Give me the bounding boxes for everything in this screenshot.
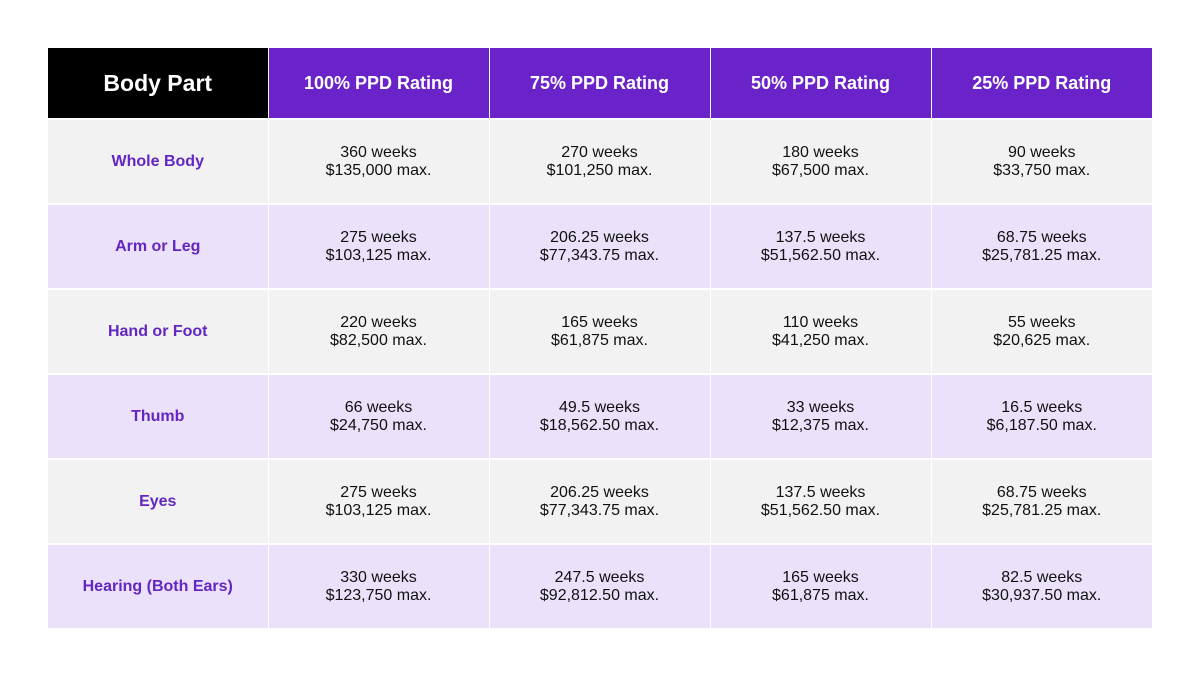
max-amount-value: $25,781.25 max. (982, 246, 1102, 264)
table-row: Eyes 275 weeks $103,125 max. 206.25 weeks $7… (48, 459, 1152, 545)
rating-cell: 247.5 weeks $92,812.50 max. (489, 544, 711, 630)
weeks-value: 110 weeks (782, 313, 859, 331)
rating-cell: 270 weeks $101,250 max. (489, 119, 711, 205)
rating-cell: 90 weeks $33,750 max. (931, 119, 1152, 205)
max-amount-value: $101,250 max. (546, 161, 653, 179)
weeks-value: 360 weeks (340, 143, 417, 161)
weeks-value: 137.5 weeks (775, 483, 866, 501)
weeks-value: 220 weeks (340, 313, 417, 331)
rating-cell: 206.25 weeks $77,343.75 max. (489, 459, 711, 545)
header-row: Body Part 100% PPD Rating 75% PPD Rating… (48, 48, 1152, 120)
table-row: Thumb 66 weeks $24,750 max. 49.5 weeks $18,5… (48, 374, 1152, 460)
max-amount-value: $24,750 max. (330, 416, 427, 434)
weeks-value: 275 weeks (340, 228, 417, 246)
max-amount-value: $103,125 max. (325, 501, 432, 519)
max-amount-value: $12,375 max. (772, 416, 869, 434)
weeks-value: 82.5 weeks (1001, 568, 1083, 586)
weeks-value: 68.75 weeks (996, 228, 1087, 246)
weeks-value: 206.25 weeks (550, 483, 649, 501)
rating-cell: 82.5 weeks $30,937.50 max. (931, 544, 1152, 630)
weeks-value: 165 weeks (561, 313, 638, 331)
rating-cell: 137.5 weeks $51,562.50 max. (710, 459, 932, 545)
body-part-label: Arm or Leg (48, 204, 269, 290)
ppd-rating-table-container: Body Part 100% PPD Rating 75% PPD Rating… (48, 48, 1152, 630)
rating-cell: 110 weeks $41,250 max. (710, 289, 932, 375)
weeks-value: 33 weeks (786, 398, 855, 416)
body-part-label: Whole Body (48, 119, 269, 205)
rating-cell: 68.75 weeks $25,781.25 max. (931, 204, 1152, 290)
weeks-value: 90 weeks (1007, 143, 1076, 161)
rating-cell: 68.75 weeks $25,781.25 max. (931, 459, 1152, 545)
weeks-value: 247.5 weeks (554, 568, 645, 586)
rating-cell: 137.5 weeks $51,562.50 max. (710, 204, 932, 290)
header-25-ppd: 25% PPD Rating (931, 48, 1152, 120)
max-amount-value: $41,250 max. (772, 331, 869, 349)
header-50-ppd: 50% PPD Rating (710, 48, 932, 120)
max-amount-value: $77,343.75 max. (539, 501, 660, 519)
table-header: Body Part 100% PPD Rating 75% PPD Rating… (48, 48, 1152, 120)
ppd-rating-table: Body Part 100% PPD Rating 75% PPD Rating… (48, 48, 1152, 630)
max-amount-value: $61,875 max. (772, 586, 869, 604)
max-amount-value: $30,937.50 max. (982, 586, 1102, 604)
body-part-label: Thumb (48, 374, 269, 460)
header-100-ppd: 100% PPD Rating (268, 48, 490, 120)
rating-cell: 33 weeks $12,375 max. (710, 374, 932, 460)
rating-cell: 275 weeks $103,125 max. (268, 204, 490, 290)
rating-cell: 180 weeks $67,500 max. (710, 119, 932, 205)
rating-cell: 66 weeks $24,750 max. (268, 374, 490, 460)
max-amount-value: $33,750 max. (993, 161, 1091, 179)
rating-cell: 330 weeks $123,750 max. (268, 544, 490, 630)
body-part-label: Eyes (48, 459, 269, 545)
weeks-value: 206.25 weeks (550, 228, 649, 246)
rating-cell: 360 weeks $135,000 max. (268, 119, 490, 205)
header-body-part: Body Part (48, 48, 269, 120)
table-row: Arm or Leg 275 weeks $103,125 max. 206.25 w… (48, 204, 1152, 290)
weeks-value: 49.5 weeks (559, 398, 640, 416)
max-amount-value: $123,750 max. (325, 586, 432, 604)
rating-cell: 206.25 weeks $77,343.75 max. (489, 204, 711, 290)
max-amount-value: $82,500 max. (330, 331, 427, 349)
table-row: Whole Body 360 weeks $135,000 max. 270 week… (48, 119, 1152, 205)
max-amount-value: $20,625 max. (993, 331, 1091, 349)
max-amount-value: $51,562.50 max. (760, 501, 881, 519)
rating-cell: 275 weeks $103,125 max. (268, 459, 490, 545)
table-body: Whole Body 360 weeks $135,000 max. 270 week… (48, 119, 1152, 630)
weeks-value: 180 weeks (782, 143, 859, 161)
max-amount-value: $6,187.50 max. (986, 416, 1097, 434)
rating-cell: 49.5 weeks $18,562.50 max. (489, 374, 711, 460)
weeks-value: 55 weeks (1007, 313, 1076, 331)
max-amount-value: $51,562.50 max. (760, 246, 881, 264)
max-amount-value: $25,781.25 max. (982, 501, 1102, 519)
max-amount-value: $135,000 max. (325, 161, 432, 179)
rating-cell: 165 weeks $61,875 max. (489, 289, 711, 375)
weeks-value: 165 weeks (782, 568, 859, 586)
weeks-value: 330 weeks (340, 568, 417, 586)
weeks-value: 68.75 weeks (996, 483, 1087, 501)
max-amount-value: $77,343.75 max. (539, 246, 660, 264)
weeks-value: 16.5 weeks (1001, 398, 1083, 416)
max-amount-value: $92,812.50 max. (539, 586, 660, 604)
table-row: Hearing (Both Ears) 330 weeks $123,750 max… (48, 544, 1152, 630)
max-amount-value: $103,125 max. (325, 246, 432, 264)
max-amount-value: $67,500 max. (772, 161, 869, 179)
weeks-value: 275 weeks (340, 483, 417, 501)
rating-cell: 165 weeks $61,875 max. (710, 544, 932, 630)
max-amount-value: $61,875 max. (551, 331, 648, 349)
rating-cell: 55 weeks $20,625 max. (931, 289, 1152, 375)
weeks-value: 66 weeks (344, 398, 413, 416)
weeks-value: 137.5 weeks (775, 228, 866, 246)
rating-cell: 220 weeks $82,500 max. (268, 289, 490, 375)
body-part-label: Hand or Foot (48, 289, 269, 375)
max-amount-value: $18,562.50 max. (539, 416, 660, 434)
body-part-label: Hearing (Both Ears) (48, 544, 269, 630)
rating-cell: 16.5 weeks $6,187.50 max. (931, 374, 1152, 460)
table-row: Hand or Foot 220 weeks $82,500 max. 165 wee… (48, 289, 1152, 375)
weeks-value: 270 weeks (561, 143, 638, 161)
header-75-ppd: 75% PPD Rating (489, 48, 711, 120)
